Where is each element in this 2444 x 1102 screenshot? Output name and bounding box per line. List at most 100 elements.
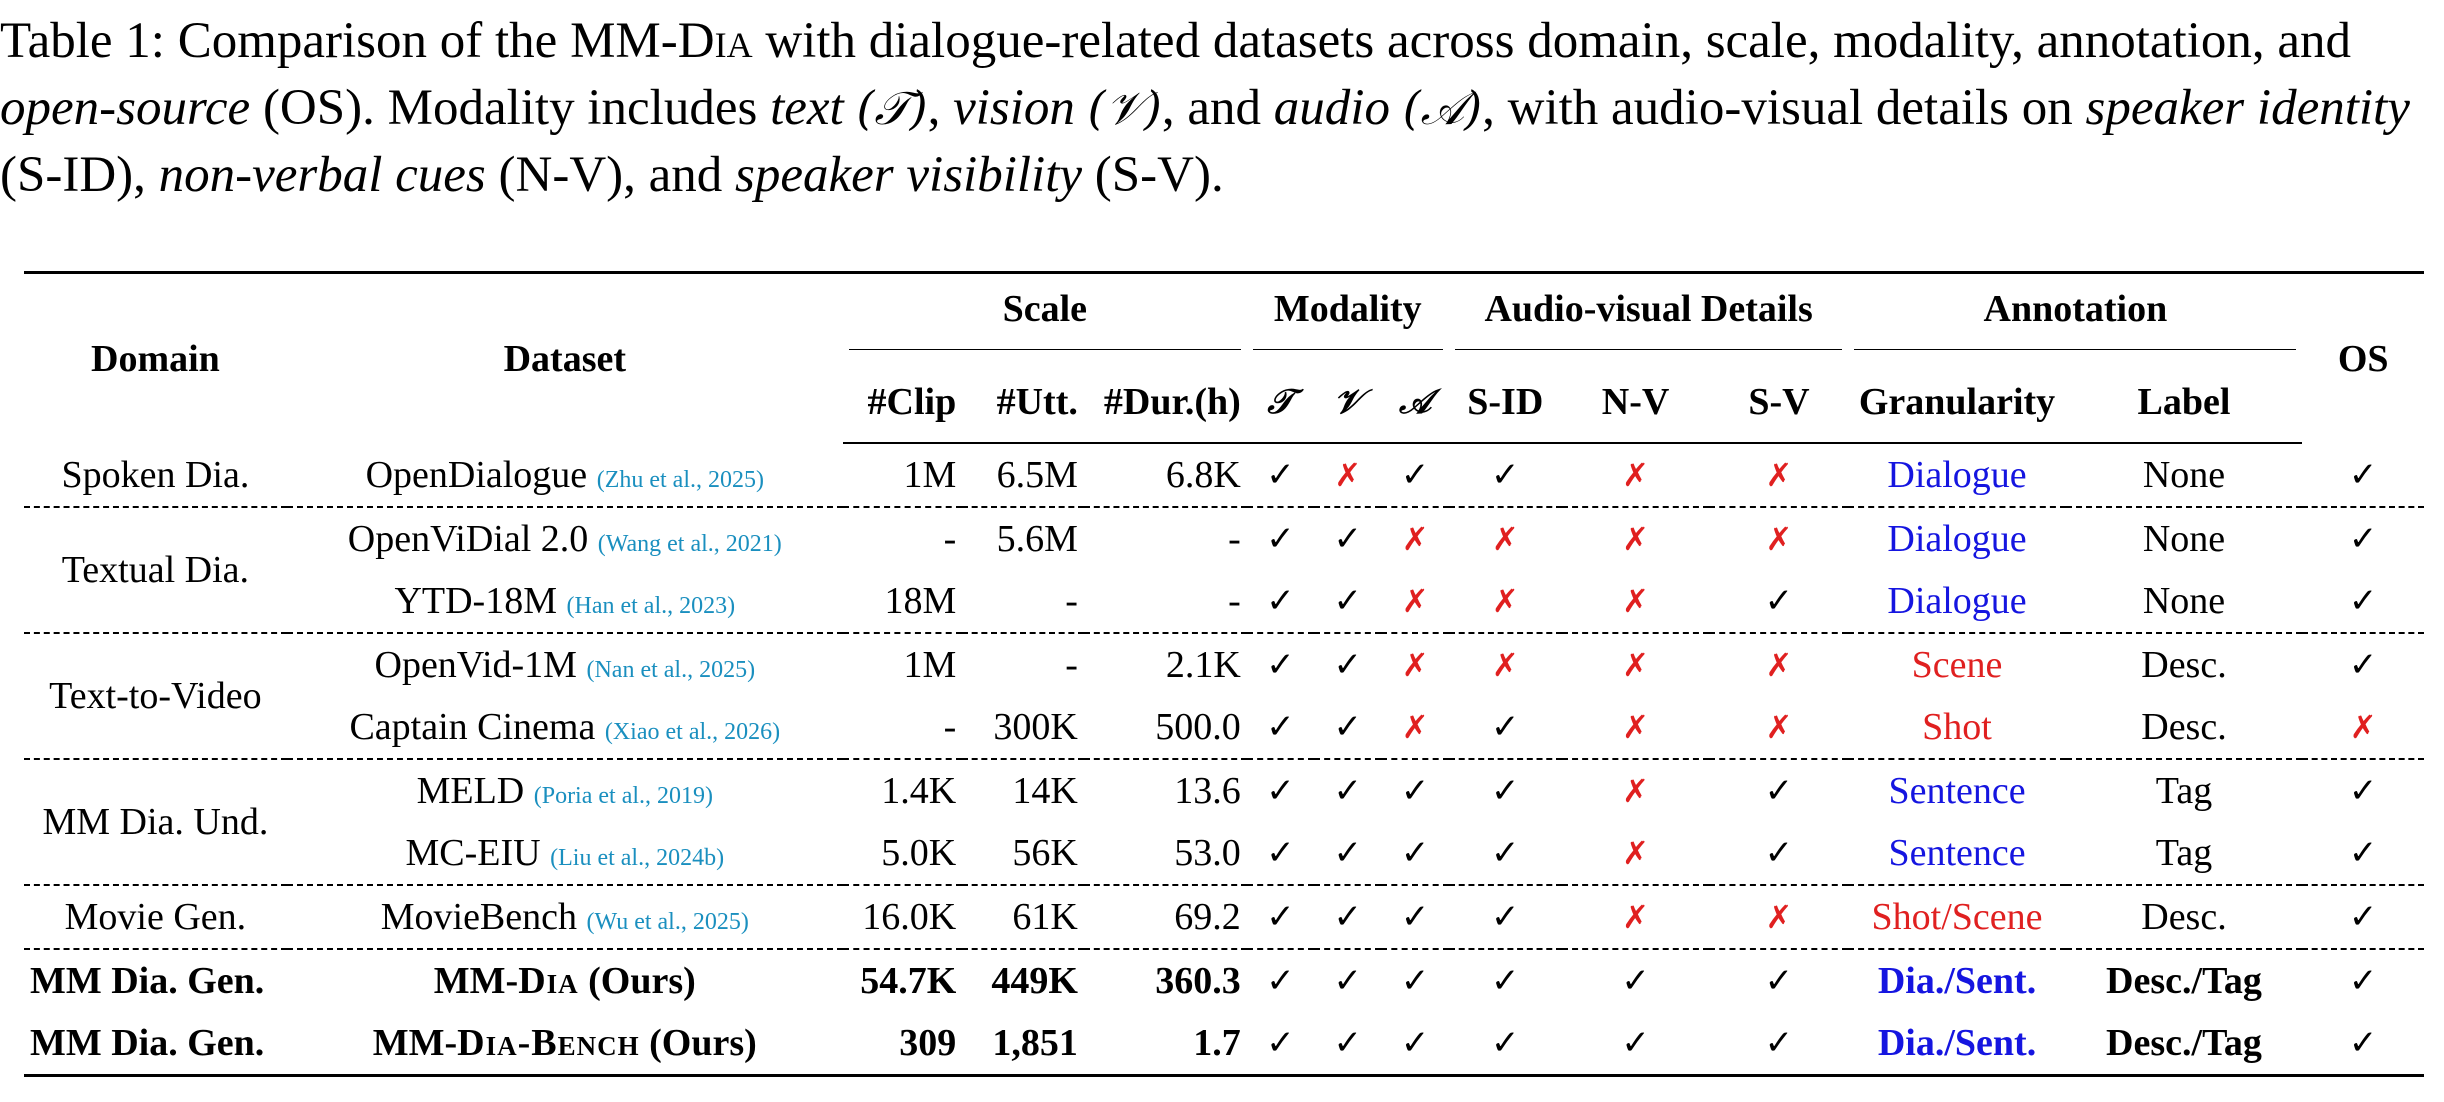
clip-cell: 1M (903, 454, 957, 496)
cross-mark: ✗ (1448, 632, 1562, 696)
check-mark: ✓ (1764, 833, 1794, 873)
cross-mark: ✗ (1709, 506, 1849, 570)
table-row: MM Dia. Gen. MM-Dia (Ours) 54.7K 449K 36… (24, 948, 2424, 1012)
cross-mark: ✗ (2349, 708, 2377, 746)
cross-mark: ✗ (1765, 708, 1793, 746)
check-mark: ✓ (1266, 833, 1295, 873)
dataset-cell: MELD (Poria et al., 2019) (286, 758, 843, 822)
table-row: Spoken Dia. OpenDialogue (Zhu et al., 20… (24, 443, 2424, 507)
label-cell: Desc. (2065, 884, 2303, 949)
citation-authors: Zhu et al., (604, 466, 702, 493)
header-modality: Modality (1246, 271, 1449, 362)
dataset-name: MM- (372, 1022, 458, 1064)
check-mark: ✓ (1400, 833, 1430, 873)
domain-cell: Textual Dia. (24, 506, 287, 633)
check-mark: ✓ (1333, 707, 1363, 747)
check-mark: ✓ (1246, 506, 1315, 570)
caption-sep1: , (927, 80, 954, 136)
cross-mark: ✗ (1381, 506, 1449, 570)
cross-mark: ✗ (1381, 632, 1449, 696)
dataset-cell: OpenVid-1M (Nan et al., 2025) (286, 632, 843, 696)
table-row: MM Dia. Gen. MM-Dia-Bench (Ours) 309 1,8… (24, 1012, 2424, 1077)
citation: (Wang et al., 2021) (597, 531, 782, 557)
caption-vision-sym: (𝒱) (1087, 81, 1162, 135)
utt-cell: - (962, 632, 1084, 696)
dataset-cell: OpenViDial 2.0 (Wang et al., 2021) (286, 506, 843, 570)
header-scale: Scale (842, 271, 1247, 362)
check-mark: ✓ (2302, 884, 2424, 949)
check-mark: ✓ (2348, 833, 2378, 873)
check-mark: ✓ (1381, 884, 1449, 949)
citation-authors: Wu et al., (594, 909, 687, 935)
dur-cell: 1.7 (1083, 1012, 1247, 1077)
dataset-cell: Captain Cinema (Xiao et al., 2026) (287, 696, 843, 759)
check-mark: ✓ (1333, 833, 1363, 873)
caption-audio-term: audio (1273, 80, 1390, 136)
header-av-details-label: Audio-visual Details (1454, 287, 1843, 350)
dataset-name: YTD-18M (394, 580, 557, 622)
dataset-name: OpenVid-1M (374, 644, 577, 686)
dur-cell: 13.6 (1083, 758, 1247, 822)
utt-cell: 300K (993, 706, 1078, 748)
domain-cell: MM Dia. Gen. (24, 948, 287, 1012)
dataset-cell: MM-Dia (Ours) (286, 948, 843, 1012)
clip-cell: 18M (884, 580, 957, 622)
dur-cell: - (1083, 506, 1247, 570)
header-label: Label (2065, 362, 2303, 444)
citation-year: 2019 (657, 783, 706, 809)
check-mark: ✓ (1381, 758, 1449, 822)
clip-cell: 1.4K (842, 758, 963, 822)
check-mark: ✓ (1246, 632, 1315, 696)
domain-cell: MM Dia. Und. (24, 758, 287, 885)
granularity-cell: Sentence (1848, 758, 2066, 822)
header-annotation: Annotation (1848, 271, 2303, 362)
citation-authors: Xiao et al., (612, 719, 719, 745)
table-row: YTD-18M (Han et al., 2023) 18M - - ✓ ✓ ✗… (24, 570, 2424, 633)
cross-mark: ✗ (1491, 582, 1519, 620)
utt-cell: 61K (962, 884, 1084, 949)
check-mark: ✓ (1246, 884, 1315, 949)
cross-mark: ✗ (1561, 632, 1710, 696)
citation-year: 2025 (699, 657, 748, 683)
cross-mark: ✗ (1561, 506, 1710, 570)
dataset-name: OpenDialogue (365, 453, 588, 496)
check-mark: ✓ (1491, 455, 1520, 495)
cross-mark: ✗ (1401, 582, 1429, 620)
check-mark: ✓ (1246, 1012, 1315, 1077)
table-row: Movie Gen. MovieBench (Wu et al., 2025) … (24, 884, 2424, 949)
caption-text2: (OS). Modality includes (250, 80, 771, 136)
granularity-cell: Scene (1848, 632, 2066, 696)
header-domain: Domain (24, 271, 287, 443)
clip-cell: 309 (842, 1012, 963, 1077)
granularity-cell: Shot/Scene (1848, 884, 2066, 949)
cross-mark: ✗ (1561, 884, 1710, 949)
header-sv: S-V (1709, 362, 1849, 444)
caption-os-term: open-source (0, 80, 251, 136)
dataset-cell: MC-EIU (Liu et al., 2024b) (287, 822, 843, 885)
citation: (Han et al., 2023) (566, 593, 736, 619)
clip-cell: 54.7K (842, 948, 963, 1012)
citation: (Zhu et al., 2025) (596, 466, 764, 493)
caption-sep2: , and (1161, 80, 1274, 136)
granularity-cell: Dia./Sent. (1848, 1012, 2066, 1077)
header-v: 𝒱 (1314, 362, 1382, 444)
caption-dia: Dia (677, 13, 753, 69)
check-mark: ✓ (1448, 948, 1562, 1012)
caption-text6: (S-V). (1082, 147, 1224, 203)
check-mark: ✓ (1561, 1012, 1710, 1077)
table-row: Textual Dia. OpenViDial 2.0 (Wang et al.… (24, 506, 2424, 633)
check-mark: ✓ (2302, 948, 2424, 1012)
granularity-cell: Shot (1922, 706, 1992, 748)
domain-cell: Movie Gen. (24, 884, 287, 949)
caption-text-sym: (𝒯) (856, 81, 928, 135)
header-clip: #Clip (842, 362, 963, 444)
granularity-cell: Sentence (1888, 832, 2026, 874)
check-mark: ✓ (1314, 884, 1382, 949)
header-sid: S-ID (1448, 362, 1562, 444)
check-mark: ✓ (1246, 948, 1315, 1012)
dur-cell: - (1228, 580, 1241, 622)
dataset-cell: MovieBench (Wu et al., 2025) (286, 884, 843, 949)
granularity-cell: Dialogue (1848, 506, 2066, 570)
caption-vision-term: vision (953, 80, 1075, 136)
dataset-name: OpenViDial 2.0 (347, 518, 589, 560)
